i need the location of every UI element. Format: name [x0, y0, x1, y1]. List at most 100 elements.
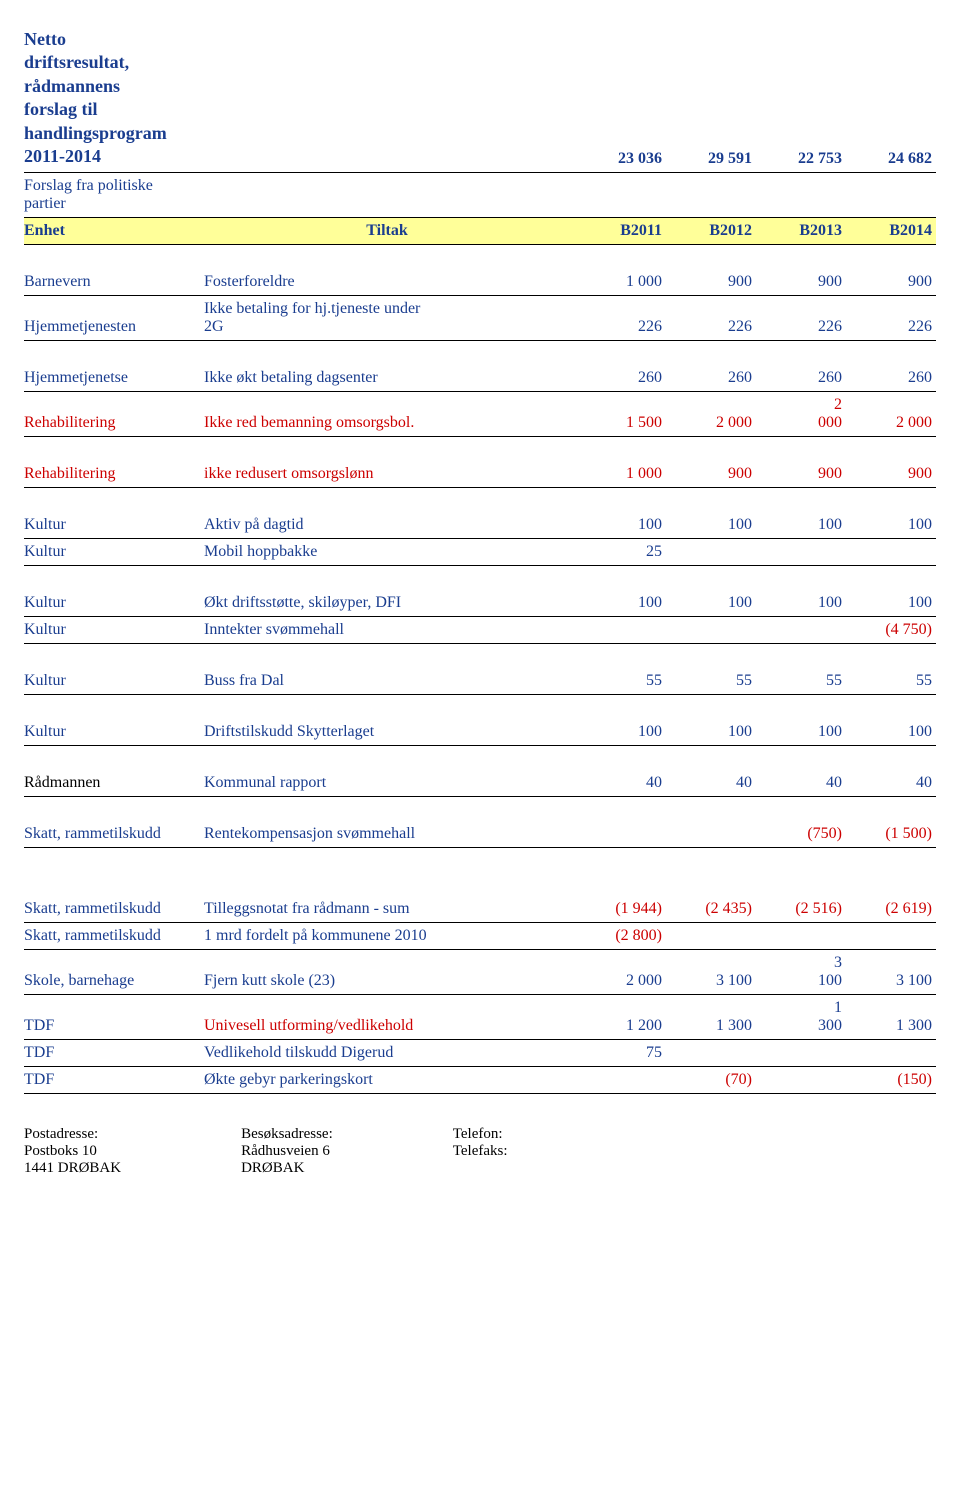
table-row: Skatt, rammetilskuddRentekompensasjon sv…: [24, 821, 936, 848]
table-row: HjemmetjenetseIkke økt betaling dagsente…: [24, 365, 936, 392]
subtitle-line: Forslag fra politiske: [24, 177, 338, 195]
row-value: [576, 839, 666, 847]
header-spacer: [204, 164, 576, 172]
row-value: (70): [666, 1067, 756, 1093]
row-label: Kultur: [24, 719, 204, 745]
table-row: RådmannenKommunal rapport40404040: [24, 770, 936, 797]
row-value: 260: [576, 365, 666, 391]
page-title: Netto driftsresultat, rådmannens forslag…: [24, 24, 204, 172]
row-label: TDF: [24, 1067, 204, 1093]
row-description: ikke redusert omsorgslønn: [204, 461, 576, 487]
title-line: rådmannens: [24, 75, 198, 98]
row-label: Hjemmetjenesten: [24, 314, 204, 340]
row-value: 100: [756, 512, 846, 538]
table-row: TDFUnivesell utforming/vedlikehold1 2001…: [24, 995, 936, 1040]
row-value: 100: [846, 719, 936, 745]
row-description: Tilleggsnotat fra rådmann - sum: [204, 896, 576, 922]
row-description: Rentekompensasjon svømmehall: [204, 821, 576, 847]
row-value: 55: [756, 668, 846, 694]
row-label: Kultur: [24, 617, 204, 643]
row-value: [756, 557, 846, 565]
row-label: Skole, barnehage: [24, 968, 204, 994]
row-value: 1 300: [666, 1013, 756, 1039]
table-row: HjemmetjenestenIkke betaling for hj.tjen…: [24, 296, 936, 341]
row-label: Rehabilitering: [24, 461, 204, 487]
header-row: Netto driftsresultat, rådmannens forslag…: [24, 24, 936, 173]
row-value: 1 300: [846, 1013, 936, 1039]
col-header-year: B2014: [846, 218, 936, 244]
footer-line: DRØBAK: [241, 1160, 333, 1177]
row-label: Kultur: [24, 539, 204, 565]
row-value: [576, 1085, 666, 1093]
row-value: 260: [756, 365, 846, 391]
row-value: [666, 557, 756, 565]
row-value: 260: [846, 365, 936, 391]
row-value: (2 516): [756, 896, 846, 922]
row-label: Skatt, rammetilskudd: [24, 821, 204, 847]
column-header-band: Enhet Tiltak B2011 B2012 B2013 B2014: [24, 217, 936, 245]
footer-col-phone: Telefon: Telefaks:: [453, 1126, 508, 1177]
row-label: Kultur: [24, 512, 204, 538]
footer-col-visit: Besøksadresse: Rådhusveien 6 DRØBAK: [241, 1126, 333, 1177]
row-value: 900: [666, 461, 756, 487]
row-value: [756, 941, 846, 949]
page-footer: Postadresse: Postboks 10 1441 DRØBAK Bes…: [24, 1126, 936, 1177]
title-line: handlingsprogram: [24, 122, 198, 145]
row-value: 3 100: [846, 968, 936, 994]
header-value: 23 036: [576, 146, 666, 172]
row-value: 40: [576, 770, 666, 796]
row-value: [756, 635, 846, 643]
footer-line: Postboks 10: [24, 1143, 121, 1160]
row-value: 1 500: [576, 410, 666, 436]
row-value: (1 944): [576, 896, 666, 922]
row-value: 3 100: [666, 968, 756, 994]
row-value: 900: [846, 461, 936, 487]
row-label: Skatt, rammetilskudd: [24, 896, 204, 922]
row-value: 226: [846, 314, 936, 340]
row-value: (4 750): [846, 617, 936, 643]
row-value: 75: [576, 1040, 666, 1066]
row-value: [666, 635, 756, 643]
row-description: Fosterforeldre: [204, 269, 576, 295]
row-value: (1 500): [846, 821, 936, 847]
row-label: TDF: [24, 1013, 204, 1039]
row-value: (150): [846, 1067, 936, 1093]
row-value: [666, 839, 756, 847]
footer-line: 1441 DRØBAK: [24, 1160, 121, 1177]
row-value: 2 000: [576, 968, 666, 994]
row-description: 1 mrd fordelt på kommunene 2010: [204, 923, 576, 949]
row-value: 100: [756, 719, 846, 745]
table-row: TDFØkte gebyr parkeringskort(70)(150): [24, 1067, 936, 1094]
row-value: 40: [846, 770, 936, 796]
title-line: Netto: [24, 28, 198, 51]
row-description: Ikke red bemanning omsorgsbol.: [204, 410, 576, 436]
header-subtitle: Forslag fra politiske partier: [24, 173, 344, 217]
row-value: 3100: [756, 950, 846, 994]
row-label: Skatt, rammetilskudd: [24, 923, 204, 949]
row-value: 100: [576, 512, 666, 538]
row-value: 1 000: [576, 269, 666, 295]
row-value: [666, 941, 756, 949]
row-label: Kultur: [24, 668, 204, 694]
row-description: Kommunal rapport: [204, 770, 576, 796]
row-label: Rehabilitering: [24, 410, 204, 436]
row-description: Univesell utforming/vedlikehold: [204, 1013, 576, 1039]
row-value: [846, 941, 936, 949]
row-value: 260: [666, 365, 756, 391]
footer-line: Besøksadresse:: [241, 1126, 333, 1143]
row-value: 100: [666, 719, 756, 745]
header-value: 22 753: [756, 146, 846, 172]
table-row: BarnevernFosterforeldre1 000900900900: [24, 269, 936, 296]
title-line: driftsresultat,: [24, 51, 198, 74]
row-value: 1 200: [576, 1013, 666, 1039]
title-line: forslag til: [24, 98, 198, 121]
table-row: Skole, barnehageFjern kutt skole (23)2 0…: [24, 950, 936, 995]
row-value: 100: [666, 590, 756, 616]
row-label: Rådmannen: [24, 770, 204, 796]
table-row: KulturBuss fra Dal55555555: [24, 668, 936, 695]
row-label: Kultur: [24, 590, 204, 616]
row-value: 2 000: [846, 410, 936, 436]
col-header-year: B2012: [666, 218, 756, 244]
table-row: Skatt, rammetilskudd1 mrd fordelt på kom…: [24, 923, 936, 950]
table-row: KulturAktiv på dagtid100100100100: [24, 512, 936, 539]
